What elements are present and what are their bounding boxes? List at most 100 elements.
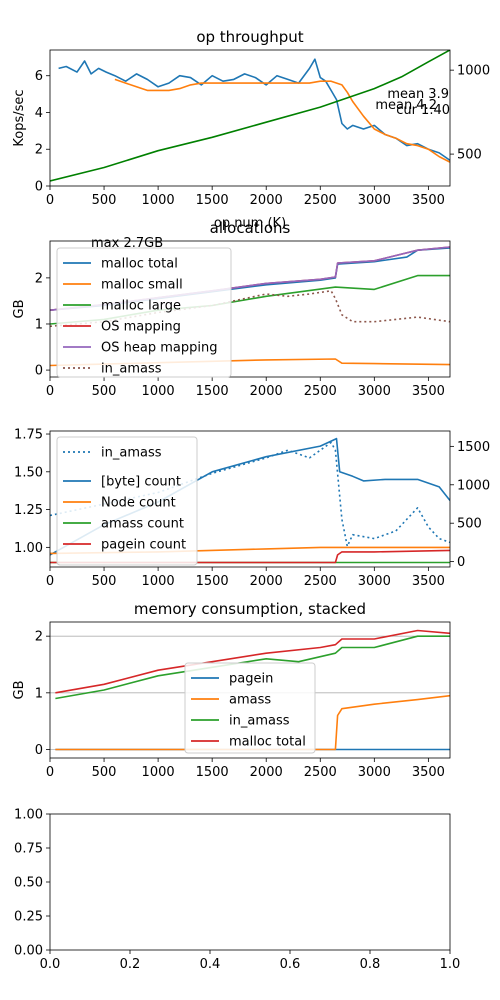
- y-tick-label: 2: [35, 143, 43, 158]
- x-tick-label: 0: [46, 193, 54, 208]
- x-tick-label: 2500: [304, 574, 337, 589]
- x-tick-label: 1.0: [440, 957, 461, 972]
- y-tick-label: 0: [35, 180, 43, 195]
- legend-label-malloc-total: malloc total: [229, 735, 306, 750]
- y-tick-label: 1.25: [14, 503, 43, 518]
- legend-label-malloc-large: malloc large: [101, 299, 181, 314]
- x-tick-label: 3500: [412, 193, 445, 208]
- y2-tick-label: 500: [457, 148, 482, 163]
- y-tick-label: 2: [35, 630, 43, 645]
- series-3-line: [50, 50, 450, 182]
- x-tick-label: 3500: [412, 765, 445, 780]
- legend-label-in-amass: in_amass: [229, 714, 290, 729]
- legend-label--byte-count: [byte] count: [101, 475, 181, 490]
- x-tick-label: 0: [46, 765, 54, 780]
- x-tick-label: 0: [46, 574, 54, 589]
- y-tick-label: 0.50: [14, 876, 43, 891]
- x-tick-label: 3000: [358, 384, 391, 399]
- legend-label-pagein-count: pagein count: [101, 538, 186, 553]
- chart-title: memory consumption, stacked: [134, 600, 366, 618]
- legend-frame: [184, 662, 316, 754]
- series-1-line: [58, 58, 450, 161]
- x-tick-label: 500: [92, 193, 117, 208]
- series-2-line: [114, 78, 450, 163]
- y-tick-label: 0.75: [14, 842, 43, 857]
- chart-title: allocations: [210, 219, 291, 237]
- annotation: max 2.7GB: [91, 236, 163, 251]
- axes-frame: [49, 621, 451, 759]
- x-tick-label: 1000: [142, 574, 175, 589]
- legend-label-amass: amass: [229, 693, 271, 708]
- y-tick-label: 1: [35, 686, 43, 701]
- series-in-amass-line: [50, 441, 450, 548]
- x-tick-label: 2000: [250, 765, 283, 780]
- x-tick-label: 0.0: [40, 957, 61, 972]
- series-in-amass-line: [55, 635, 450, 700]
- y-tick-label: 2: [35, 271, 43, 286]
- x-tick-label: 2000: [250, 574, 283, 589]
- x-tick-label: 500: [92, 765, 117, 780]
- y2-tick-label: 1500: [457, 440, 490, 455]
- x-tick-label: 3500: [412, 384, 445, 399]
- y-axis-label: GB: [12, 681, 27, 700]
- annotation: cur 1.40: [396, 103, 450, 118]
- series-amass-line: [55, 694, 450, 751]
- series-pagein-count-line: [50, 549, 450, 564]
- axes-frame: [49, 813, 451, 951]
- legend: in_amass [byte] count Node count amass coun…: [56, 436, 198, 566]
- legend: malloc total malloc small malloc large OS m…: [56, 247, 232, 378]
- legend-frame: [56, 247, 232, 378]
- x-tick-label: 0.2: [120, 957, 141, 972]
- x-tick-label: 1500: [196, 384, 229, 399]
- x-axis-label: op num (K): [214, 216, 286, 231]
- chart-5: 0.0 0.2 0.4 0.6 0.8 1.0 0.00 0.25 0.50 0.75 1.00: [14, 808, 460, 973]
- y-tick-label: 0: [35, 743, 43, 758]
- y-tick-label: 0.25: [14, 910, 43, 925]
- legend-label-malloc-small: malloc small: [101, 278, 183, 293]
- y-tick-label: 1.00: [14, 541, 43, 556]
- chart-1: 0 500 1000 1500 2000 2500 3000 3500 0 2 4 6 500 1000 o…: [12, 28, 490, 231]
- series-malloc-total-line: [55, 629, 450, 694]
- x-tick-label: 3000: [358, 574, 391, 589]
- y-tick-label: 1: [35, 317, 43, 332]
- x-tick-label: 500: [92, 384, 117, 399]
- axes-frame: [49, 49, 451, 187]
- y2-tick-label: 500: [457, 517, 482, 532]
- legend-label-os-mapping: OS mapping: [101, 320, 181, 335]
- x-tick-label: 1500: [196, 574, 229, 589]
- y-tick-label: 4: [35, 106, 43, 121]
- x-tick-label: 0.4: [200, 957, 221, 972]
- x-tick-label: 2500: [304, 765, 337, 780]
- legend-label-os-heap-mapping: OS heap mapping: [101, 341, 217, 356]
- y2-tick-label: 1000: [457, 478, 490, 493]
- y2-tick-label: 1000: [457, 64, 490, 79]
- y-tick-label: 6: [35, 69, 43, 84]
- chart-title: op throughput: [196, 28, 303, 46]
- annotation: mean 3.9: [387, 87, 449, 102]
- x-tick-label: 2500: [304, 384, 337, 399]
- chart-2: 0 500 1000 1500 2000 2500 3000 3500 0 1 2 allocatio…: [12, 219, 451, 399]
- axes-frame: [49, 240, 451, 378]
- x-tick-label: 0.8: [360, 957, 381, 972]
- y-axis-label: Kops/sec: [12, 89, 27, 146]
- x-tick-label: 0.6: [280, 957, 301, 972]
- legend-label-in-amass: in_amass: [101, 446, 162, 461]
- x-tick-label: 3000: [358, 765, 391, 780]
- y-tick-label: 0: [35, 364, 43, 379]
- x-tick-label: 0: [46, 384, 54, 399]
- x-tick-label: 1500: [196, 193, 229, 208]
- chart-3: 0 500 1000 1500 2000 2500 3000 3500 1.00 1.25 1.50…: [14, 428, 490, 589]
- plot-area: [50, 50, 450, 182]
- legend-label-in-amass: in_amass: [101, 362, 162, 377]
- x-tick-label: 3000: [358, 193, 391, 208]
- legend-label-malloc-total: malloc total: [101, 257, 178, 272]
- x-tick-label: 2000: [250, 193, 283, 208]
- y2-tick-label: 0: [457, 555, 465, 570]
- annotation: mean 4.2: [375, 98, 437, 113]
- x-tick-label: 2000: [250, 384, 283, 399]
- y-tick-label: 0.00: [14, 944, 43, 959]
- x-tick-label: 1500: [196, 765, 229, 780]
- x-tick-label: 500: [92, 574, 117, 589]
